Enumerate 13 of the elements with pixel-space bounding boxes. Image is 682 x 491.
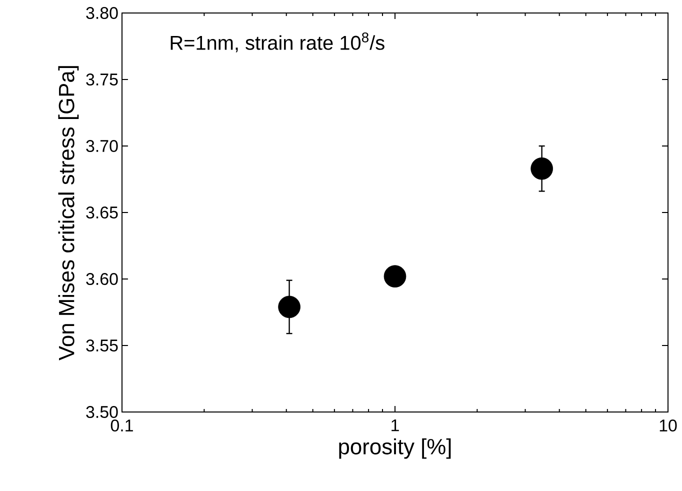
y-tick-label: 3.80 <box>86 7 118 19</box>
y-tick-label: 3.75 <box>86 74 118 86</box>
y-axis-title: Von Mises critical stress [GPa] <box>58 66 79 360</box>
y-tick-label: 3.50 <box>86 406 118 418</box>
y-tick-label: 3.60 <box>86 273 118 286</box>
x-tick-label: 1 <box>392 420 399 432</box>
y-tick-label: 3.65 <box>86 206 118 218</box>
y-tick-label: 3.70 <box>86 140 118 152</box>
annotation: R=1nm, strain rate 10$^{8}$/s <box>170 32 384 52</box>
x-axis-title: porosity [%] <box>339 438 451 459</box>
x-tick-label: 0.1 <box>110 420 133 432</box>
y-tick-label: 3.55 <box>86 340 118 352</box>
x-tick-label: 10 <box>660 420 677 432</box>
